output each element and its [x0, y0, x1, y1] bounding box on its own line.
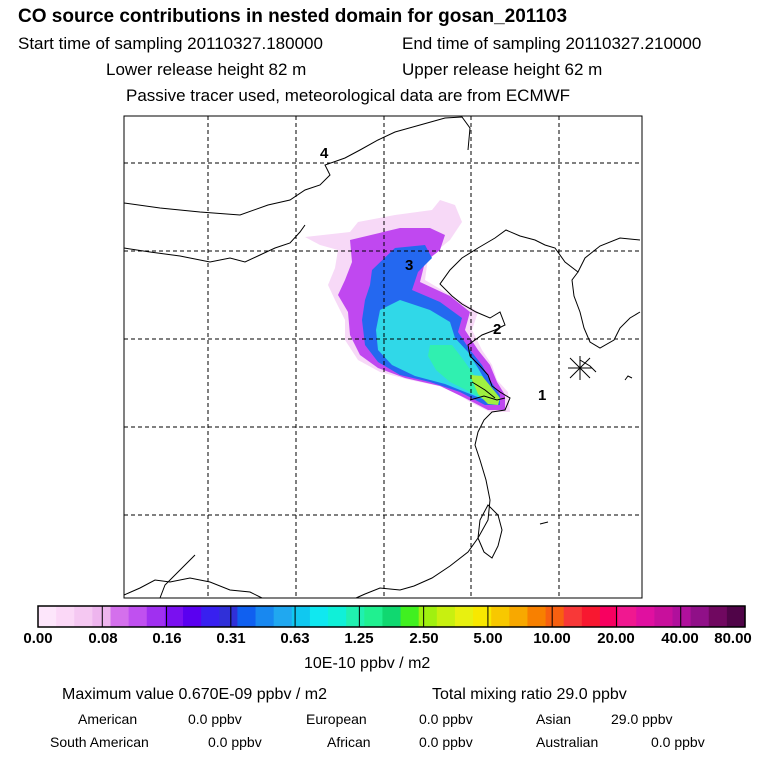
region-value-european: 0.0 ppbv: [419, 711, 473, 727]
colorbar-tick: 2.50: [409, 630, 439, 647]
colorbar-tick: 0.08: [88, 630, 118, 647]
colorbar-cell: [92, 606, 112, 627]
start-time-label: Start time of sampling 20110327.180000: [18, 34, 323, 53]
colorbar-cell: [473, 606, 492, 627]
lower-release-height-label: Lower release height 82 m: [106, 60, 307, 79]
region-name-european: European: [306, 711, 367, 727]
coastlines: [123, 116, 641, 599]
colorbar-cell: [273, 606, 293, 627]
colorbar-tick: 0.16: [152, 630, 182, 647]
colorbar-tick: 20.00: [597, 630, 635, 647]
colorbar-cell: [110, 606, 130, 627]
colorbar-cell: [527, 606, 547, 627]
colorbar-tick: 5.00: [473, 630, 503, 647]
region-value-african: 0.0 ppbv: [419, 734, 473, 750]
colorbar-frame: [37, 605, 746, 628]
plume-green: [428, 345, 490, 400]
colorbar-cell: [201, 606, 220, 627]
colorbar-dividers: [101, 606, 682, 627]
colorbar-cell: [726, 606, 746, 627]
colorbar-cell: [436, 606, 456, 627]
upper-release-height-label: Upper release height 62 m: [402, 60, 603, 79]
colorbar-cell: [581, 606, 601, 627]
colorbar-cell: [672, 606, 692, 627]
map-label-1: 1: [538, 387, 546, 404]
map-label-2: 2: [493, 321, 501, 338]
end-time-label: End time of sampling 20110327.210000: [402, 34, 702, 53]
colorbar-cell: [563, 606, 583, 627]
colorbar-tick: 1.25: [344, 630, 374, 647]
colorbar-cell: [237, 606, 257, 627]
maximum-value-label: Maximum value 0.670E-09 ppbv / m2: [62, 686, 328, 703]
colorbar-cell: [491, 606, 510, 627]
receptor-star-icon: [568, 356, 592, 380]
tracer-note-label: Passive tracer used, meteorological data…: [126, 86, 571, 105]
colorbar-units-label: 10E-10 ppbv / m2: [304, 655, 431, 672]
total-mixing-ratio-label: Total mixing ratio 29.0 ppbv: [432, 686, 627, 703]
colorbar-cell: [346, 606, 365, 627]
colorbar-cell: [128, 606, 148, 627]
region-name-australian: Australian: [536, 734, 599, 750]
colorbar-cell: [708, 606, 728, 627]
colorbar-cell: [654, 606, 674, 627]
colorbar-cell: [56, 606, 75, 627]
colorbar-cell: [690, 606, 710, 627]
colorbar-cell: [38, 606, 57, 627]
region-value-australian: 0.0 ppbv: [651, 734, 705, 750]
colorbar-cell: [164, 606, 184, 627]
plume-overlay: [305, 200, 510, 412]
colorbar-cell: [219, 606, 239, 627]
map-frame: [123, 115, 643, 599]
colorbar-cell: [146, 606, 166, 627]
colorbar-tick: 0.00: [23, 630, 53, 647]
colorbar-tick: 0.63: [280, 630, 310, 647]
region-name-asian: Asian: [536, 711, 572, 727]
colorbar-cell: [255, 606, 275, 627]
colorbar-cell: [418, 606, 438, 627]
colorbar-tick: 80.00: [714, 630, 752, 647]
colorbar-cell: [364, 606, 384, 627]
plot-title: CO source contributions in nested domain…: [18, 6, 568, 27]
region-name-african: African: [327, 734, 371, 750]
lat-lon-grid: [124, 116, 642, 598]
map-label-3: 3: [405, 257, 413, 274]
colorbar-tick: 40.00: [661, 630, 699, 647]
colorbar-cell: [400, 606, 420, 627]
region-value-american: 0.0 ppbv: [188, 711, 242, 727]
map-label-4: 4: [320, 145, 329, 162]
colorbar-cell: [636, 606, 655, 627]
colorbar-cell: [382, 606, 402, 627]
region-value-south-american: 0.0 ppbv: [208, 734, 262, 750]
colorbar-cell: [328, 606, 347, 627]
colorbar-cell: [291, 606, 311, 627]
colorbar-cell: [599, 606, 619, 627]
colorbar-cells: [38, 606, 746, 627]
colorbar-cell: [454, 606, 474, 627]
colorbar-cell: [618, 606, 637, 627]
colorbar-cell: [309, 606, 329, 627]
region-name-south-american: South American: [50, 734, 149, 750]
colorbar-tick: 0.31: [216, 630, 246, 647]
colorbar-tick: 10.00: [533, 630, 571, 647]
colorbar-cell: [545, 606, 565, 627]
region-value-asian: 29.0 ppbv: [611, 711, 673, 727]
colorbar-cell: [183, 606, 202, 627]
region-name-american: American: [78, 711, 138, 727]
colorbar-cell: [509, 606, 529, 627]
colorbar-cell: [74, 606, 93, 627]
